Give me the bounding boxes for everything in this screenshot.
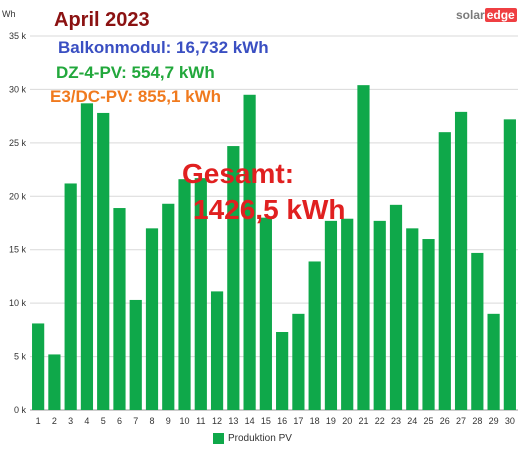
y-tick-label: 30 k [9,84,27,94]
x-tick-label: 4 [84,416,89,426]
gridlines [30,35,518,411]
bar-day-6 [113,208,126,410]
x-tick-label: 23 [391,416,401,426]
x-tick-label: 1 [36,416,41,426]
legend: Produktion PV [213,433,292,444]
annotation-balkonmodul: Balkonmodul: 16,732 kWh [58,38,269,57]
x-tick-label: 15 [261,416,271,426]
x-tick-label: 10 [180,416,190,426]
y-tick-label: 5 k [14,352,27,362]
bar-day-13 [227,146,240,410]
x-tick-label: 20 [342,416,352,426]
annotation-total-value: 1426,5 kWh [193,194,346,225]
x-tick-label: 29 [489,416,499,426]
bar-day-1 [32,323,45,410]
bar-day-2 [48,354,61,410]
y-axis-ticks: 0 k 5 k 10 k 15 k 20 k 25 k 30 k 35 k [9,31,27,415]
x-tick-label: 26 [440,416,450,426]
annotation-e3-dc-pv: E3/DC-PV: 855,1 kWh [50,87,222,106]
x-tick-label: 22 [375,416,385,426]
bar-day-23 [389,204,403,410]
bar-day-11 [194,178,207,410]
chart-title: April 2023 [54,9,150,31]
x-tick-label: 25 [424,416,434,426]
y-tick-label: 0 k [14,405,27,415]
y-tick-label: 20 k [9,191,27,201]
bar-day-14 [243,94,256,411]
bar-day-25 [422,239,435,410]
x-tick-label: 14 [245,416,255,426]
bar-day-12 [210,291,224,410]
bar-day-18 [308,261,321,410]
bar-day-26 [438,132,451,410]
bar-day-3 [64,183,77,410]
y-axis-unit: Wh [2,9,16,19]
x-tick-label: 7 [133,416,138,426]
annotation-total-label: Gesamt: [182,158,295,189]
bar-day-21 [357,85,370,410]
x-tick-label: 5 [101,416,106,426]
bar-day-28 [471,252,484,410]
bar-day-29 [487,313,500,410]
bars [32,85,516,411]
bar-day-15 [259,217,272,410]
x-tick-label: 16 [277,416,287,426]
legend-label: Produktion PV [228,433,292,444]
solaredge-logo: solar edge [456,8,517,22]
y-tick-label: 25 k [9,138,27,148]
x-tick-label: 12 [212,416,222,426]
bar-day-22 [373,220,386,410]
bar-day-8 [145,228,159,410]
x-tick-label: 11 [196,416,205,426]
y-tick-label: 15 k [9,245,27,255]
y-tick-label: 10 k [9,298,27,308]
bar-day-17 [292,313,305,410]
bar-day-19 [324,220,338,410]
x-tick-label: 6 [117,416,122,426]
x-tick-label: 9 [166,416,171,426]
x-tick-label: 28 [472,416,482,426]
logo-text-edge: edge [484,8,517,22]
bar-day-24 [406,228,419,410]
annotation-dz-4-pv: DZ-4-PV: 554,7 kWh [56,63,215,82]
bar-day-5 [97,112,110,411]
x-tick-label: 19 [326,416,336,426]
bar-day-16 [276,331,289,410]
bar-day-30 [503,119,516,410]
bar-day-7 [129,299,142,410]
x-tick-label: 3 [68,416,73,426]
bar-day-4 [80,103,94,410]
x-tick-label: 24 [407,416,417,426]
x-tick-label: 30 [505,416,515,426]
x-tick-label: 27 [456,416,466,426]
x-axis-ticks: 1 2 3 4 5 6 7 8 9 10 11 12 13 14 15 16 17 18 19 20 21 22 23 24 2… [36,416,515,426]
x-tick-label: 21 [358,416,368,426]
x-tick-label: 2 [52,416,57,426]
bar-day-20 [341,218,354,410]
x-tick-label: 17 [293,416,303,426]
logo-text-solar: solar [456,8,485,22]
x-tick-label: 18 [310,416,320,426]
legend-swatch [213,433,224,444]
bar-day-27 [454,111,468,411]
y-tick-label: 35 k [9,31,27,41]
bar-day-9 [162,203,175,410]
x-tick-label: 8 [149,416,154,426]
bar-day-10 [178,179,191,410]
x-tick-label: 13 [228,416,238,426]
